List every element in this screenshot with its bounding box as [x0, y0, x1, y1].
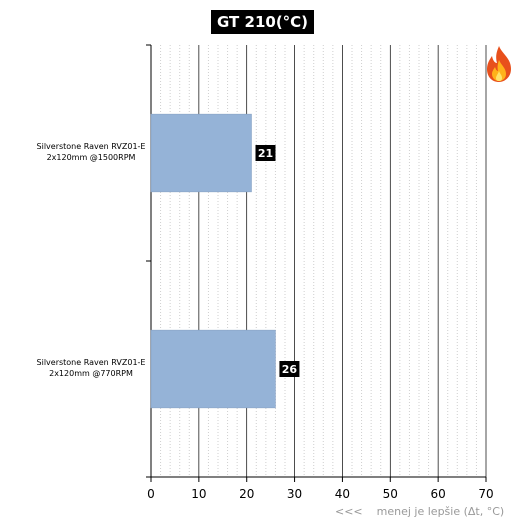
bar [150, 113, 252, 193]
x-tick-label: 10 [191, 487, 206, 501]
data-label: 26 [282, 363, 298, 376]
data-label: 21 [258, 147, 273, 160]
footer-note: <<< menej je lepšie (Δt, °C) [335, 505, 504, 518]
x-tick-label: 50 [383, 487, 398, 501]
x-tick-label: 30 [287, 487, 302, 501]
chart-title: GT 210(°C) [211, 10, 315, 34]
axes [146, 44, 487, 482]
flame-icon [487, 46, 511, 82]
x-tick-label: 20 [239, 487, 254, 501]
labels: 0 10 20 30 40 50 60 70 21 Silverstone Raven RVZ01… [37, 142, 494, 501]
category-label: Silverstone Raven RVZ01-E [37, 142, 146, 151]
x-tick-label: 40 [335, 487, 350, 501]
bar [150, 329, 276, 409]
category-label: 2x120mm @770RPM [49, 369, 133, 378]
x-tick-label: 0 [147, 487, 155, 501]
category-label: 2x120mm @1500RPM [47, 153, 136, 162]
footer-text: menej je lepšie (Δt, °C) [376, 505, 505, 518]
category-label: Silverstone Raven RVZ01-E [37, 358, 146, 367]
footer-arrows: <<< [335, 505, 363, 518]
x-tick-label: 60 [431, 487, 446, 501]
data-label-box [255, 145, 276, 161]
bars [150, 113, 276, 409]
x-tick-label: 70 [478, 487, 493, 501]
grid-lines [160, 45, 487, 477]
data-label-box [279, 361, 300, 377]
